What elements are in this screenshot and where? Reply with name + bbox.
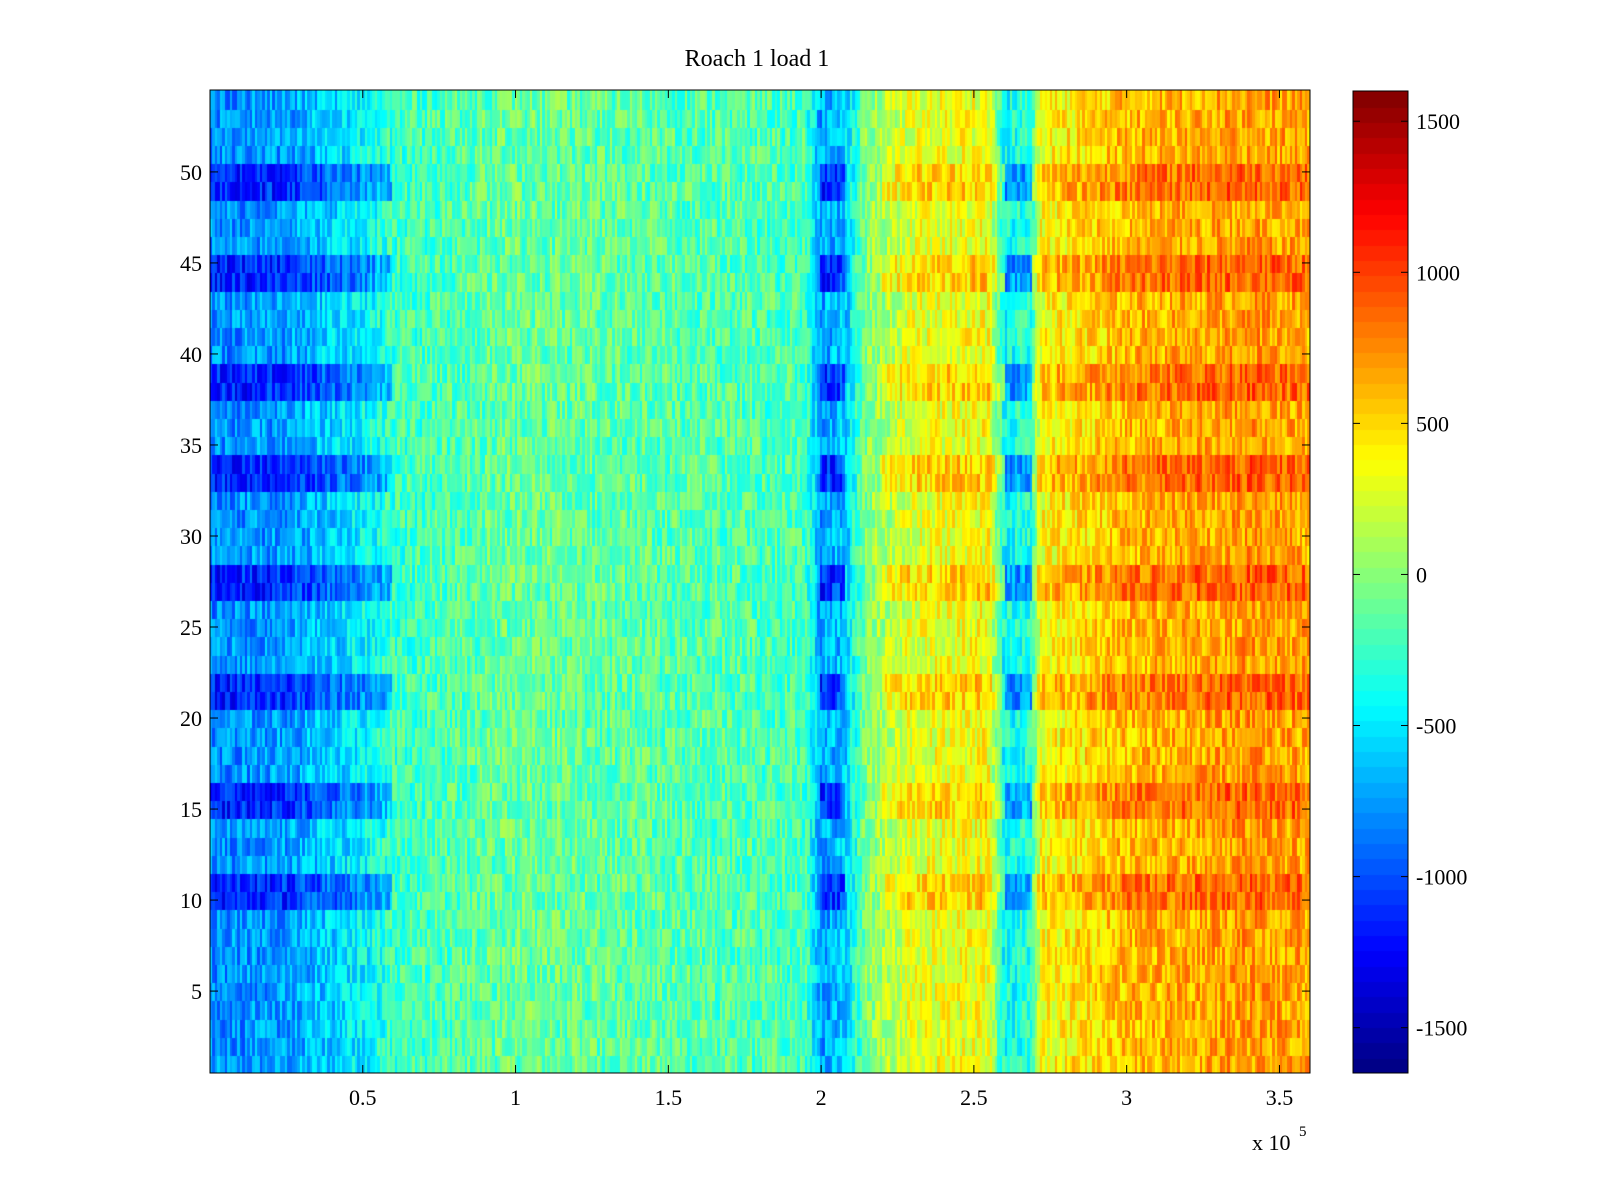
x-exponent-power: 5 [1299, 1124, 1307, 1140]
colorbar-tick-label: -1000 [1416, 865, 1467, 890]
colorbar-gradient [1353, 91, 1408, 1073]
colorbar-tick-label: 1500 [1416, 109, 1460, 134]
x-exponent-base: x 10 [1252, 1130, 1291, 1155]
x-tick-label: 0.5 [349, 1085, 377, 1110]
y-tick-label: 15 [180, 797, 202, 822]
colorbar-tick-label: -1500 [1416, 1016, 1467, 1041]
colorbar-frame [1352, 90, 1409, 1074]
x-tick-label: 3 [1121, 1085, 1132, 1110]
x-tick-label: 3.5 [1266, 1085, 1294, 1110]
y-axis-ticks: 5 10 15 20 25 30 35 40 45 50 [180, 160, 1310, 1004]
y-tick-label: 20 [180, 706, 202, 731]
y-tick-label: 25 [180, 615, 202, 640]
colorbar-tick-label: -500 [1416, 714, 1456, 739]
x-tick-label: 2 [816, 1085, 827, 1110]
x-tick-label: 1 [510, 1085, 521, 1110]
y-tick-label: 10 [180, 888, 202, 913]
plot-frame [209, 89, 1311, 1074]
y-tick-label: 50 [180, 160, 202, 185]
colorbar-tick-label: 500 [1416, 411, 1449, 436]
x-exponent-label: x 10 5 [1252, 1124, 1307, 1155]
chart-title: Roach 1 load 1 [685, 46, 830, 72]
x-tick-label: 2.5 [960, 1085, 988, 1110]
y-tick-label: 45 [180, 251, 202, 276]
y-tick-label: 40 [180, 342, 202, 367]
y-tick-label: 5 [191, 979, 202, 1004]
colorbar-tick-label: 0 [1416, 562, 1427, 587]
x-tick-label: 1.5 [655, 1085, 683, 1110]
heatmap-image [210, 90, 1310, 1073]
colorbar-tick-label: 1000 [1416, 260, 1460, 285]
y-tick-label: 30 [180, 524, 202, 549]
y-tick-label: 35 [180, 433, 202, 458]
x-axis-ticks: 0.5 1 1.5 2 2.5 3 3.5 [349, 90, 1293, 1110]
colorbar-ticks: 1500 1000 500 0 -500 -1000 -1500 [1353, 109, 1467, 1041]
